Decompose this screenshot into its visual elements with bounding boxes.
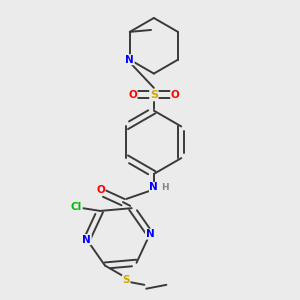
Text: N: N [82,235,91,244]
Text: O: O [96,185,105,195]
Text: H: H [161,183,169,192]
Text: N: N [149,182,158,192]
Text: O: O [128,90,137,100]
Text: N: N [125,55,134,65]
Text: S: S [122,275,130,285]
Text: O: O [171,90,179,100]
Text: Cl: Cl [70,202,82,212]
Text: S: S [150,90,158,100]
Text: N: N [146,229,154,239]
